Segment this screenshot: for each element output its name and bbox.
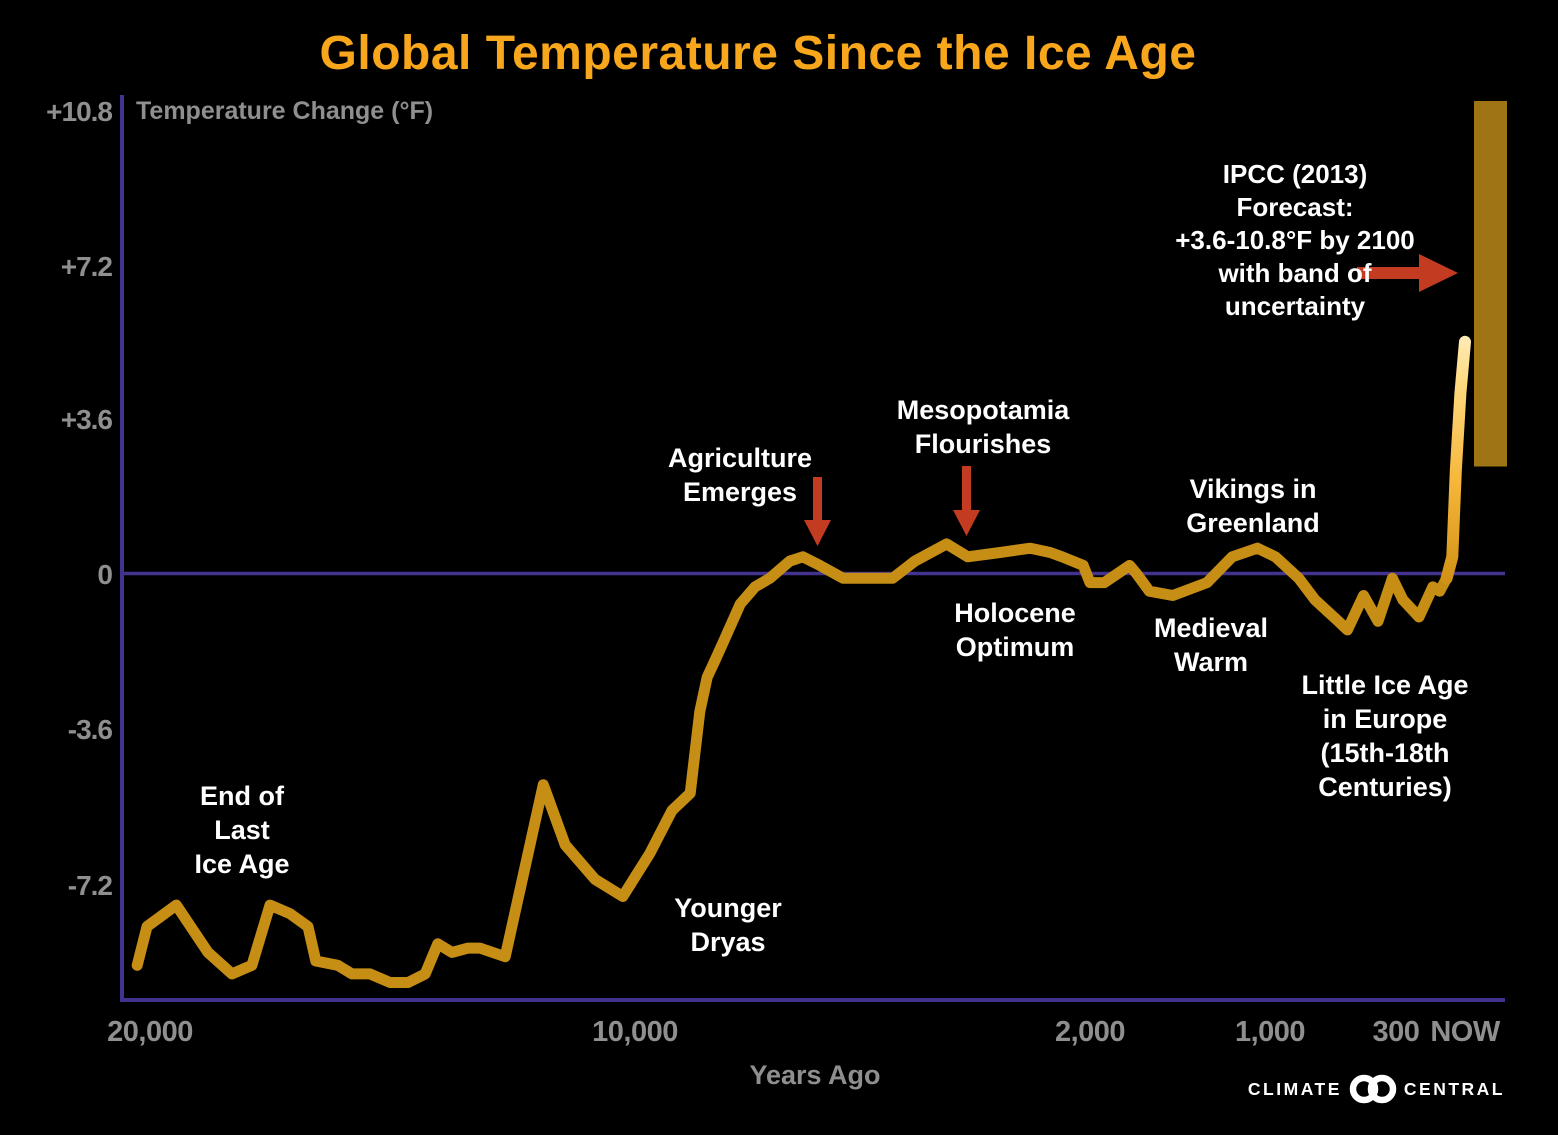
- annotation-ipcc-forecast: IPCC (2013) Forecast: +3.6-10.8°F by 210…: [1175, 159, 1415, 321]
- annotation-holocene-optimum: Holocene Optimum: [954, 598, 1076, 662]
- annotation-vikings-in-greenland: Vikings in Greenland: [1186, 474, 1320, 538]
- x-tick-now: NOW: [1430, 1016, 1500, 1048]
- annotation-younger-dryas: Younger Dryas: [674, 893, 782, 957]
- x-tick-2000: 2,000: [1054, 1016, 1126, 1048]
- x-tick-300: 300: [1372, 1016, 1420, 1048]
- annotation-end-of-last-ice-age: End of Last Ice Age: [194, 781, 290, 879]
- annotation-mesopotamia-flourishes: Mesopotamia Flourishes: [896, 395, 1070, 459]
- y-tick-zero: 0: [97, 559, 113, 590]
- x-tick-10000: 10,000: [592, 1016, 678, 1048]
- y-axis-title: Temperature Change (°F): [136, 97, 434, 125]
- y-tick-minus7-2: -7.2: [67, 870, 113, 901]
- brand-text-climate: CLIMATE: [1247, 1078, 1342, 1099]
- x-axis-title: Years Ago: [749, 1060, 881, 1090]
- mesopotamia-down-arrow-icon: [953, 466, 980, 536]
- x-tick-1000: 1,000: [1234, 1016, 1306, 1048]
- y-tick-minus3-6: -3.6: [67, 714, 113, 745]
- annotation-medieval-warm: Medieval Warm: [1153, 613, 1269, 677]
- climate-central-logo: CLIMATE CENTRAL: [1248, 1072, 1505, 1106]
- annotation-agriculture-emerges: Agriculture Emerges: [667, 443, 813, 507]
- recent-warming-spike-line: [1440, 335, 1471, 585]
- temperature-line: [131, 538, 1453, 988]
- brand-text-central: CENTRAL: [1403, 1078, 1505, 1099]
- annotation-little-ice-age: Little Ice Age in Europe (15th-18th Cent…: [1301, 670, 1469, 802]
- climate-central-rings-icon: [1349, 1074, 1397, 1104]
- y-tick-plus7-2: +7.2: [60, 251, 113, 282]
- x-tick-20000: 20,000: [107, 1016, 193, 1048]
- forecast-uncertainty-band: [1474, 101, 1507, 467]
- forecast-right-arrow-icon: [1357, 254, 1458, 292]
- y-tick-plus10-8: +10.8: [46, 96, 113, 127]
- y-tick-plus3-6: +3.6: [60, 404, 113, 435]
- agriculture-down-arrow-icon: [804, 477, 831, 546]
- page-title: Global Temperature Since the Ice Age: [319, 27, 1197, 80]
